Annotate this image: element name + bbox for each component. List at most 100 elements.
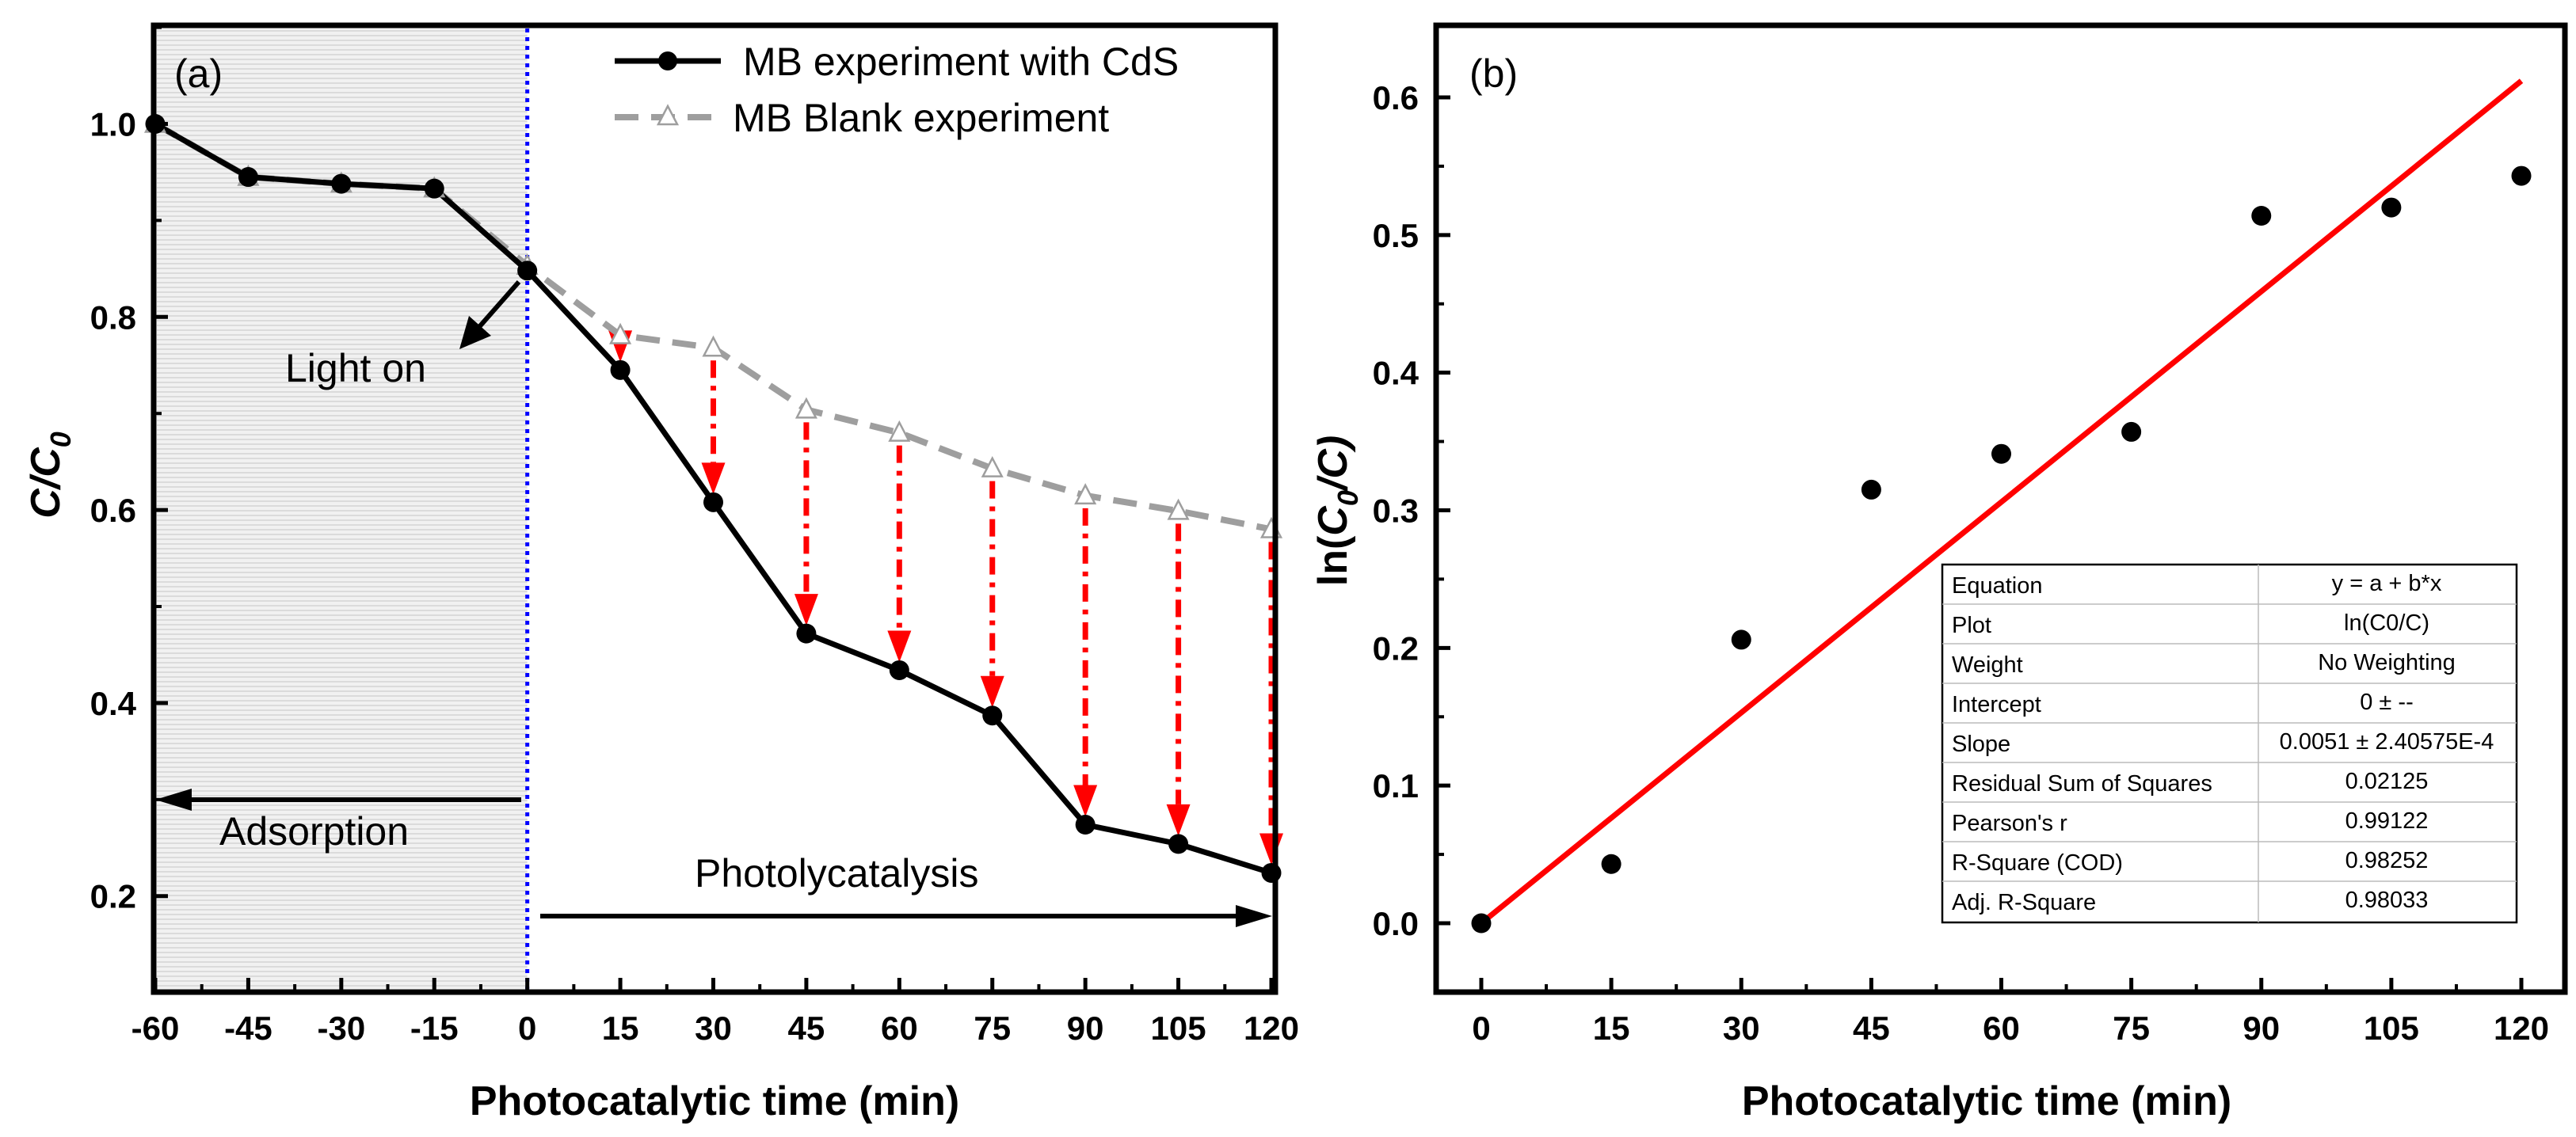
marker-mb-cds xyxy=(982,705,1003,726)
fit-table-key: Plot xyxy=(1952,613,1991,638)
fit-results-table: Equation y = a + b*x Plot ln(C0/C) Weight No … xyxy=(1941,563,2518,924)
light-on-arrow xyxy=(476,280,521,329)
x-tick-label-b: 30 xyxy=(1723,1010,1760,1047)
data-point-ln xyxy=(2511,165,2532,186)
marker-mb-blank xyxy=(702,335,725,357)
linear-fit-line xyxy=(1479,78,2524,926)
data-point-ln xyxy=(1861,479,1881,500)
degradation-arrowhead xyxy=(1166,804,1191,836)
y-tick-label-a: 1.0 xyxy=(90,106,136,143)
marker-mb-cds xyxy=(517,260,538,281)
data-point-ln xyxy=(2251,205,2272,226)
x-tick-label-a: -15 xyxy=(410,1010,459,1047)
x-tick-label-b: 15 xyxy=(1593,1010,1630,1047)
x-tick-label-a: 30 xyxy=(695,1010,732,1047)
fit-table-value: No Weighting xyxy=(2318,650,2456,675)
data-point-ln xyxy=(1991,443,2011,464)
marker-mb-cds xyxy=(703,492,723,512)
y-tick-label-b: 0.3 xyxy=(1373,492,1419,530)
x-tick-label-b: 45 xyxy=(1853,1010,1890,1047)
legend-label-mb-blank: MB Blank experiment xyxy=(733,96,1109,140)
legend: MB experiment with CdS MB Blank experime… xyxy=(615,40,1179,140)
y-tick-label-a: 0.4 xyxy=(90,685,137,722)
fit-table-key: Residual Sum of Squares xyxy=(1952,771,2212,797)
x-tick-label-b: 60 xyxy=(1983,1010,2020,1047)
fit-table-value: ln(C0/C) xyxy=(2344,610,2429,636)
fit-table-value: 0.99122 xyxy=(2345,808,2429,834)
data-point-ln xyxy=(1471,913,1492,934)
degradation-arrowhead xyxy=(1073,785,1098,817)
degradation-arrowhead xyxy=(794,594,818,626)
data-point-ln xyxy=(2121,421,2142,442)
fit-table-key: Weight xyxy=(1952,652,2023,678)
fit-table-value: 0.98252 xyxy=(2345,848,2429,873)
panel-a: Light on Adsorption Photolycatalysis MB … xyxy=(23,22,1299,1124)
y-axis-label-a: C/C0 xyxy=(23,432,77,519)
degradation-arrowhead xyxy=(887,630,912,663)
y-tick-label-b: 0.6 xyxy=(1373,79,1419,116)
legend-marker-mb-blank xyxy=(656,104,680,126)
fit-table-value: y = a + b*x xyxy=(2332,571,2442,596)
x-tick-label-a: -60 xyxy=(131,1010,180,1047)
fit-table-value: 0.98033 xyxy=(2345,888,2429,913)
x-tick-label-a: 90 xyxy=(1067,1010,1104,1047)
adsorption-arrowhead xyxy=(155,789,192,811)
y-tick-label-b: 0.2 xyxy=(1373,629,1419,667)
x-tick-label-a: 15 xyxy=(602,1010,639,1047)
fit-table-value: 0.02125 xyxy=(2345,769,2429,794)
x-tick-label-b: 90 xyxy=(2243,1010,2280,1047)
x-axis-label-b: Photocatalytic time (min) xyxy=(1742,1078,2231,1124)
photocatalysis-arrowhead xyxy=(1236,905,1272,927)
light-on-arrowhead xyxy=(459,316,491,349)
x-tick-label-a: -45 xyxy=(224,1010,272,1047)
axis-ticks-b: 0 15 30 45 60 75 90 105 120 0.0 0.1 0.2 0.3 0.4 0.5 0.6 xyxy=(1373,79,2549,1047)
panel-label-a: (a) xyxy=(174,51,223,96)
marker-mb-blank xyxy=(795,397,817,419)
x-tick-label-a: 60 xyxy=(881,1010,918,1047)
x-tick-label-a: 75 xyxy=(974,1010,1011,1047)
panel-b: (b) Equation y = a + b*x Plot ln(C0/C) Weigh… xyxy=(1310,22,2568,1124)
marker-mb-cds xyxy=(331,173,352,194)
marker-mb-cds xyxy=(1075,814,1096,835)
adsorption-label: Adsorption xyxy=(219,809,409,854)
marker-mb-blank xyxy=(888,420,911,442)
fit-table-key: Equation xyxy=(1952,573,2043,599)
marker-mb-cds xyxy=(1168,834,1189,854)
fit-table-value: 0.0051 ± 2.40575E-4 xyxy=(2280,729,2494,755)
x-tick-label-a: 120 xyxy=(1244,1010,1299,1047)
fit-table-border xyxy=(1941,563,2518,924)
photocatalysis-label: Photolycatalysis xyxy=(695,851,979,896)
data-points-ln xyxy=(1471,165,2532,934)
y-tick-label-b: 0.1 xyxy=(1373,767,1419,804)
fit-table-key: Adj. R-Square xyxy=(1952,890,2096,915)
x-tick-label-a: -30 xyxy=(317,1010,365,1047)
data-point-ln xyxy=(1601,854,1621,874)
marker-mb-blank xyxy=(981,455,1004,477)
axis-ticks-a: -60 -45 -30 -15 0 15 30 45 60 75 90 105 120 0.2 0.4 0.6… xyxy=(90,25,1299,1047)
fit-table-key: Pearson's r xyxy=(1952,811,2067,836)
light-on-label: Light on xyxy=(285,346,426,390)
series-markers-mb-cds xyxy=(145,114,1282,883)
fit-table-value: 0 ± -- xyxy=(2360,690,2413,715)
legend-marker-mb-cds xyxy=(658,51,677,70)
x-tick-label-a: 105 xyxy=(1151,1010,1206,1047)
marker-mb-cds xyxy=(424,178,444,199)
degradation-arrows xyxy=(608,330,1283,865)
x-tick-label-b: 0 xyxy=(1472,1010,1490,1047)
y-tick-label-b: 0.0 xyxy=(1373,905,1419,942)
legend-label-mb-cds: MB experiment with CdS xyxy=(743,40,1179,84)
x-tick-label-b: 105 xyxy=(2364,1010,2419,1047)
y-tick-label-a: 0.8 xyxy=(90,299,136,336)
x-tick-label-b: 120 xyxy=(2494,1010,2549,1047)
x-tick-label-b: 75 xyxy=(2113,1010,2150,1047)
x-tick-label-a: 0 xyxy=(518,1010,536,1047)
fit-table-key: Intercept xyxy=(1952,692,2041,717)
y-axis-label-b: ln(C0/C) xyxy=(1310,435,1364,586)
marker-mb-cds xyxy=(238,167,258,188)
x-axis-label-a: Photocatalytic time (min) xyxy=(470,1078,959,1124)
data-point-ln xyxy=(1731,629,1751,650)
marker-mb-blank xyxy=(1167,498,1190,520)
marker-mb-cds xyxy=(610,359,631,380)
marker-mb-cds xyxy=(796,623,817,644)
